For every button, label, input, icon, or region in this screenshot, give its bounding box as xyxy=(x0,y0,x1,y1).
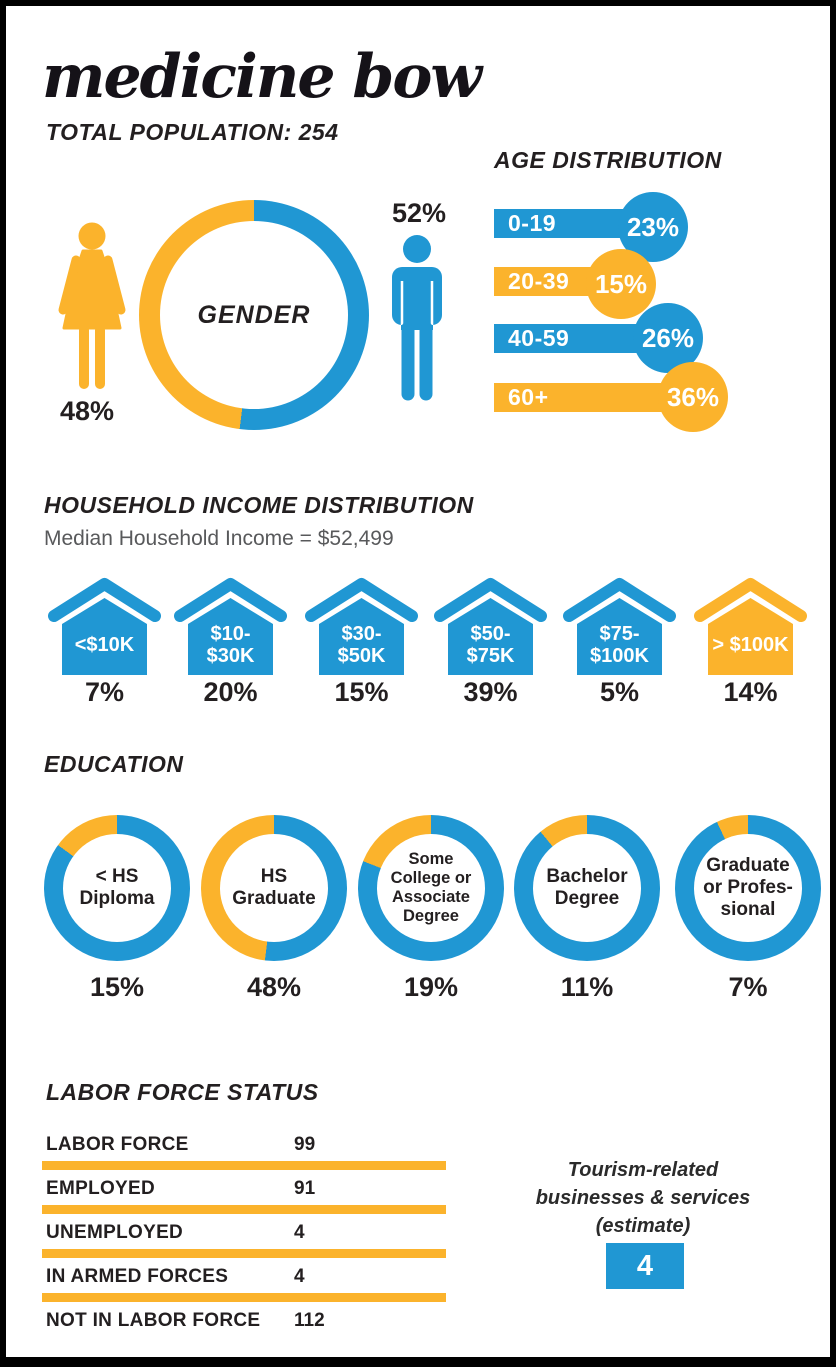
age-bubble-percent: 15% xyxy=(594,268,648,299)
income-heading: HOUSEHOLD INCOME DISTRIBUTION xyxy=(44,492,474,518)
education-donut-label: < HS Diploma xyxy=(63,834,171,942)
median-income: Median Household Income = $52,499 xyxy=(44,527,394,550)
gender-donut-hole: GENDER xyxy=(160,221,348,409)
labor-force-heading: LABOR FORCE STATUS xyxy=(46,1079,319,1105)
house-icon-50-75k: $50- $75K xyxy=(432,571,549,676)
labor-row: EMPLOYED 91 xyxy=(46,1178,446,1200)
education-donut-label: HS Graduate xyxy=(220,834,328,942)
labor-label: IN ARMED FORCES xyxy=(46,1266,229,1287)
house-icon-75-100k: $75- $100K xyxy=(561,571,678,676)
education-donut-label: Some College or Associate Degree xyxy=(377,834,485,942)
education-donut-hs-graduate: HS Graduate xyxy=(201,815,347,961)
education-percent: 11% xyxy=(560,972,614,1002)
male-percent: 52% xyxy=(392,198,447,228)
labor-divider xyxy=(42,1205,446,1214)
age-bar-label: 60+ xyxy=(508,384,549,410)
age-distribution-heading: AGE DISTRIBUTION xyxy=(494,147,722,173)
labor-value: 4 xyxy=(294,1222,305,1243)
labor-divider xyxy=(42,1293,446,1302)
gender-label: GENDER xyxy=(197,300,311,329)
education-percent: 15% xyxy=(89,972,145,1002)
tourism-caption: Tourism-related businesses & services (e… xyxy=(535,1159,751,1237)
labor-label: NOT IN LABOR FORCE xyxy=(46,1310,261,1331)
house-label: > $100K xyxy=(712,633,789,656)
income-percent: 5% xyxy=(599,677,640,707)
labor-label: UNEMPLOYED xyxy=(46,1222,184,1243)
gender-donut-chart: GENDER xyxy=(139,200,369,430)
education-donut-graduate: Graduate or Profes-sional xyxy=(675,815,821,961)
labor-value: 4 xyxy=(294,1266,305,1287)
house-label: $10- $30K xyxy=(206,622,255,667)
house-label: $75- $100K xyxy=(590,622,649,667)
labor-divider xyxy=(42,1249,446,1258)
labor-row: UNEMPLOYED 4 xyxy=(46,1222,446,1244)
labor-row: NOT IN LABOR FORCE 112 xyxy=(46,1310,446,1332)
labor-row: IN ARMED FORCES 4 xyxy=(46,1266,446,1288)
education-donut-label: Bachelor Degree xyxy=(533,834,641,942)
age-bubble-60plus: 36% xyxy=(658,362,728,432)
labor-label: EMPLOYED xyxy=(46,1178,156,1199)
education-donut-label: Graduate or Profes-sional xyxy=(694,834,802,942)
house-icon-under10k: <$10K xyxy=(46,571,163,676)
age-bar-label: 0-19 xyxy=(508,210,557,236)
age-bar-label: 20-39 xyxy=(508,268,570,294)
age-bubble-percent: 23% xyxy=(626,211,680,242)
age-bubble-40-59: 26% xyxy=(633,303,703,373)
age-bubble-20-39: 15% xyxy=(586,249,656,319)
labor-value: 99 xyxy=(294,1134,316,1155)
age-distribution-chart: 0-19 20-39 40-59 60+ 23% 15% 26% 36% xyxy=(494,192,794,452)
labor-row: LABOR FORCE 99 xyxy=(46,1134,446,1156)
house-label: $30- $50K xyxy=(337,622,386,667)
education-donut-bachelor: Bachelor Degree xyxy=(514,815,660,961)
education-donut-some-college: Some College or Associate Degree xyxy=(358,815,504,961)
female-percent: 48% xyxy=(60,396,115,426)
age-bar-label: 40-59 xyxy=(508,325,570,351)
total-population: TOTAL POPULATION: 254 xyxy=(46,119,339,145)
page-title: medicine bow xyxy=(42,42,482,112)
education-percent: 19% xyxy=(403,972,459,1002)
age-bubble-percent: 26% xyxy=(641,322,695,353)
education-donut-hs-diploma: < HS Diploma xyxy=(44,815,190,961)
income-percent: 39% xyxy=(463,677,518,707)
age-bubble-percent: 36% xyxy=(666,381,720,412)
tourism-value-box: 4 xyxy=(606,1243,684,1289)
female-icon xyxy=(58,222,126,389)
education-percent: 48% xyxy=(246,972,302,1002)
income-percent: 14% xyxy=(723,677,778,707)
income-percent: 20% xyxy=(203,677,258,707)
male-icon xyxy=(392,235,442,401)
tourism-value: 4 xyxy=(636,1249,654,1282)
education-percent: 7% xyxy=(728,972,768,1002)
labor-divider xyxy=(42,1161,446,1170)
house-icon-over100k: > $100K xyxy=(692,571,809,676)
education-heading: EDUCATION xyxy=(44,751,184,777)
house-label: <$10K xyxy=(74,633,135,656)
income-percent: 15% xyxy=(334,677,389,707)
labor-value: 91 xyxy=(294,1178,316,1199)
labor-value: 112 xyxy=(294,1310,325,1331)
labor-label: LABOR FORCE xyxy=(46,1134,189,1155)
house-icon-10-30k: $10- $30K xyxy=(172,571,289,676)
house-label: $50- $75K xyxy=(466,622,515,667)
house-icon-30-50k: $30- $50K xyxy=(303,571,420,676)
income-percent: 7% xyxy=(84,677,125,707)
